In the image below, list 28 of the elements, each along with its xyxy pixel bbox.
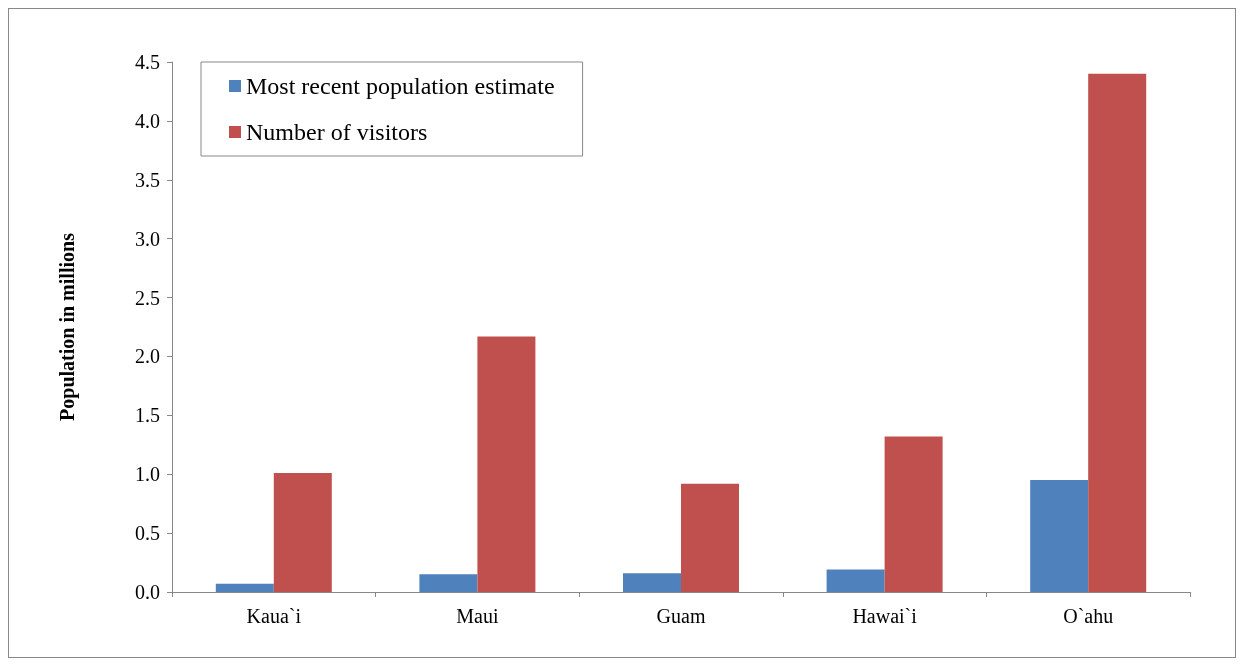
x-tick-label: Hawai`i bbox=[852, 605, 918, 627]
y-tick-label: 3.5 bbox=[135, 168, 160, 191]
bar bbox=[215, 583, 274, 592]
x-tick-label: O`ahu bbox=[1063, 605, 1114, 627]
x-tick-label: Kaua`i bbox=[246, 605, 302, 627]
bar bbox=[1030, 480, 1089, 592]
y-tick-label: 3.0 bbox=[135, 227, 160, 250]
bar bbox=[419, 574, 478, 592]
y-tick-label: 0.5 bbox=[135, 522, 160, 545]
bar bbox=[681, 483, 739, 592]
y-axis-title: Population in millions bbox=[56, 232, 79, 421]
y-tick-label: 2.0 bbox=[135, 345, 160, 368]
bar bbox=[1088, 73, 1147, 592]
bar bbox=[623, 573, 681, 592]
y-tick-label: 4.5 bbox=[135, 51, 160, 73]
legend-label: Number of visitors bbox=[246, 119, 428, 145]
bar bbox=[273, 473, 332, 592]
legend-label: Most recent population estimate bbox=[246, 73, 555, 99]
bar bbox=[477, 336, 536, 592]
x-tick-label: Guam bbox=[656, 605, 706, 627]
y-tick-label: 1.0 bbox=[135, 463, 160, 486]
bar bbox=[884, 436, 943, 592]
x-tick-label: Maui bbox=[456, 605, 499, 627]
y-tick-label: 0.0 bbox=[135, 581, 160, 603]
y-tick-label: 2.5 bbox=[135, 286, 160, 309]
y-tick-label: 4.0 bbox=[135, 109, 160, 132]
bar bbox=[826, 569, 885, 592]
y-tick-label: 1.5 bbox=[135, 404, 160, 427]
